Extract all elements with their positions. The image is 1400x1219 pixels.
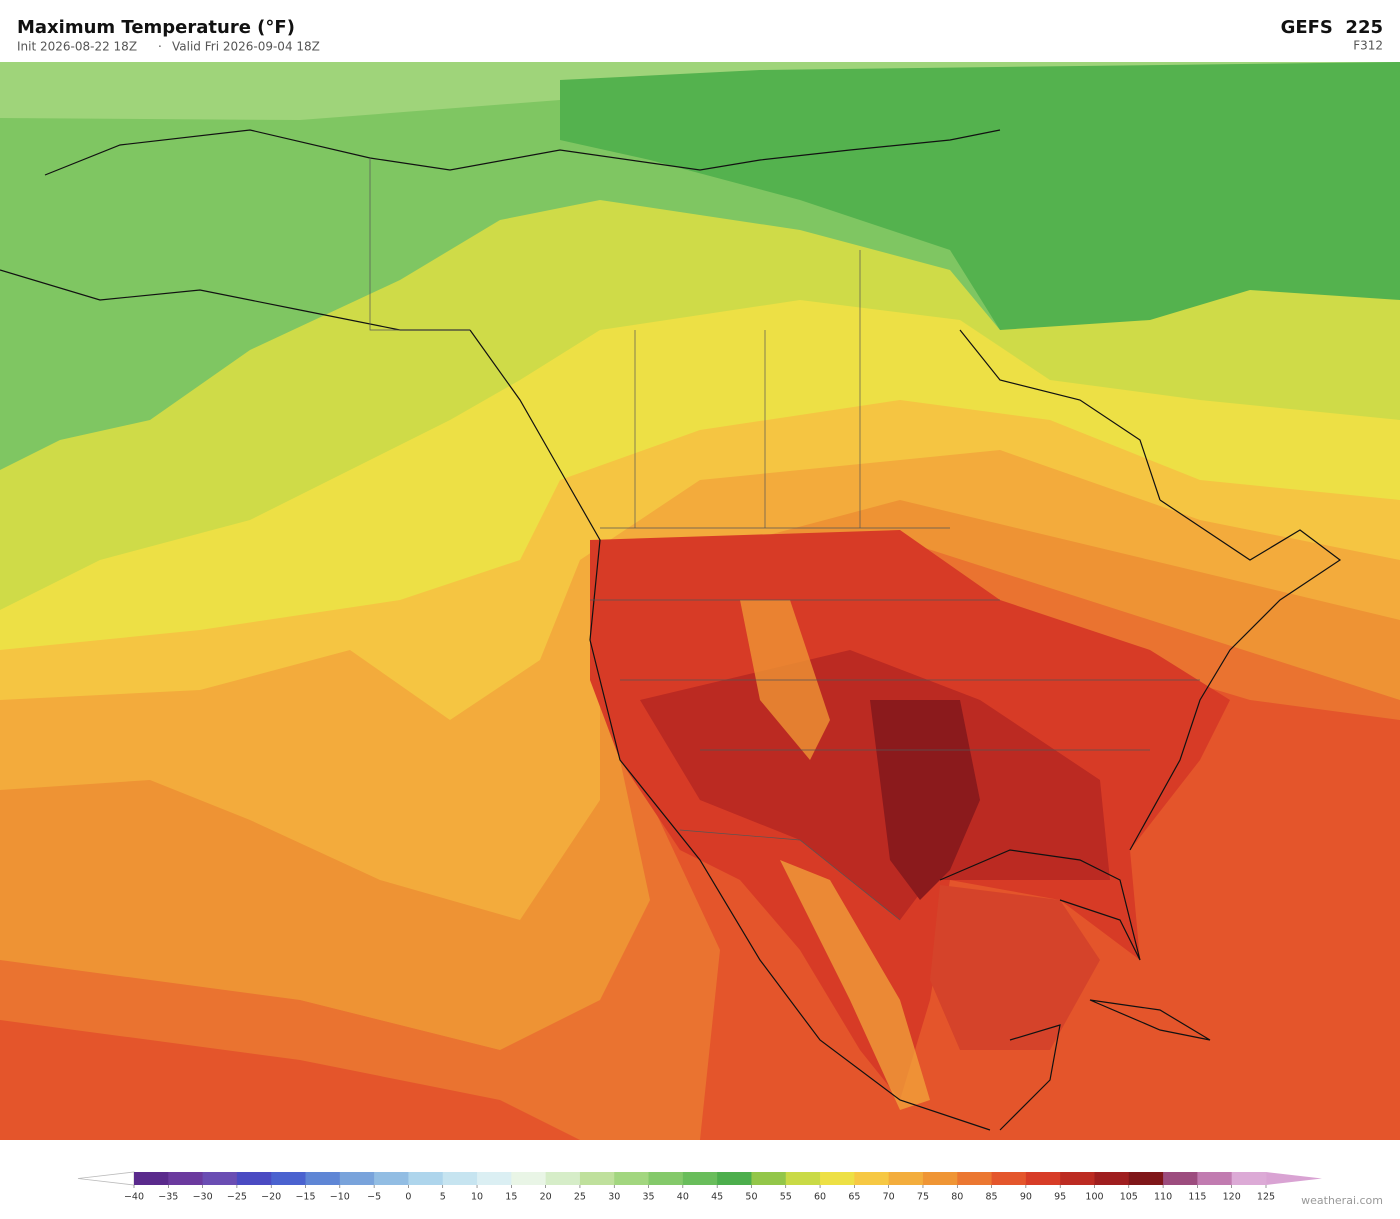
colorbar-tick-label: 90 [1020,1192,1032,1203]
separator: · [158,40,162,54]
colorbar-swatch [682,1172,718,1185]
colorbar-swatch [374,1172,409,1185]
colorbar-tick-label: −30 [193,1192,213,1203]
colorbar-tick-label: 10 [471,1192,483,1203]
colorbar-swatch [888,1172,924,1185]
colorbar-tick-label: 50 [745,1192,757,1203]
colorbar-tick-label: −35 [158,1192,178,1203]
colorbar-tick-label: −20 [261,1192,281,1203]
colorbar-swatch [1163,1172,1198,1185]
colorbar-swatch [854,1172,890,1185]
colorbar-swatch [648,1172,684,1185]
colorbar-swatch [271,1172,307,1185]
colorbar-tick-label: 70 [883,1192,895,1203]
colorbar-swatch [751,1172,787,1185]
model: GEFS 225 [1281,17,1383,38]
colorbar-swatch [717,1172,752,1185]
colorbar-swatch [1025,1172,1061,1185]
colorbar-tick-label: 35 [642,1192,654,1203]
colorbar-swatch [1197,1172,1233,1185]
colorbar-tick-label: 115 [1188,1192,1206,1203]
colorbar-tick-label: 25 [574,1192,586,1203]
colorbar-swatch [614,1172,650,1185]
colorbar-swatch [511,1172,547,1185]
colorbar-swatch [134,1172,169,1185]
colorbar-tick-label: −25 [227,1192,247,1203]
colorbar-tick-label: 0 [405,1192,411,1203]
colorbar-swatch [991,1172,1027,1185]
colorbar-tick-label: 65 [848,1192,860,1203]
colorbar-tick-label: 100 [1085,1192,1103,1203]
colorbar-tick-label: −40 [124,1192,144,1203]
colorbar-tick-label: −10 [330,1192,350,1203]
colorbar-swatch [339,1172,375,1185]
colorbar-tick-label: 15 [505,1192,517,1203]
colorbar-swatch [957,1172,993,1185]
colorbar-swatch [236,1172,272,1185]
init-time: Init 2026-08-22 18Z [17,40,137,54]
colorbar-swatch [1094,1172,1130,1185]
colorbar-swatch [477,1172,512,1185]
colorbar-tick-label: 60 [814,1192,826,1203]
colorbar-swatch [820,1172,855,1185]
colorbar-swatch [545,1172,581,1185]
colorbar-swatch [1060,1172,1095,1185]
colorbar-tick-label: −5 [367,1192,381,1203]
colorbar-tick-label: 125 [1257,1192,1275,1203]
colorbar-swatch [785,1172,821,1185]
colorbar-tick-label: −15 [295,1192,315,1203]
colorbar-tick-label: 120 [1223,1192,1241,1203]
colorbar-tick-label: 105 [1120,1192,1138,1203]
colorbar-tick-label: 110 [1154,1192,1172,1203]
colorbar-swatch [1231,1172,1267,1185]
colorbar-swatch [922,1172,958,1185]
colorbar-swatch [305,1172,341,1185]
colorbar-swatch [1128,1172,1164,1185]
colorbar-swatch [442,1172,478,1185]
colorbar-swatch [579,1172,615,1185]
colorbar-swatch [202,1172,238,1185]
forecast-hour: F312 [1353,39,1383,53]
colorbar-tick-label: 40 [677,1192,689,1203]
colorbar-over [1266,1172,1322,1185]
watermark: weatherai.com [1301,1194,1383,1207]
colorbar-tick-label: 30 [608,1192,620,1203]
map [0,62,1400,1140]
colorbar-tick-label: 55 [780,1192,792,1203]
colorbar-swatch [408,1172,444,1185]
colorbar-tick-label: 75 [917,1192,929,1203]
colorbar-tick-label: 5 [440,1192,446,1203]
valid-time: Valid Fri 2026-09-04 18Z [172,40,320,54]
colorbar-tick-label: 20 [540,1192,552,1203]
title: Maximum Temperature (°F) [17,17,295,38]
colorbar-swatch [168,1172,204,1185]
colorbar-tick-label: 45 [711,1192,723,1203]
colorbar-tick-label: 85 [986,1192,998,1203]
colorbar: −40 −35 −30 −25 −20 −15 −10 −5 0 5 10 15 20 25 30 35 40 4… [77,1171,1322,1203]
colorbar-under [77,1171,135,1186]
colorbar-tick-label: 80 [951,1192,963,1203]
colorbar-tick-label: 95 [1054,1192,1066,1203]
